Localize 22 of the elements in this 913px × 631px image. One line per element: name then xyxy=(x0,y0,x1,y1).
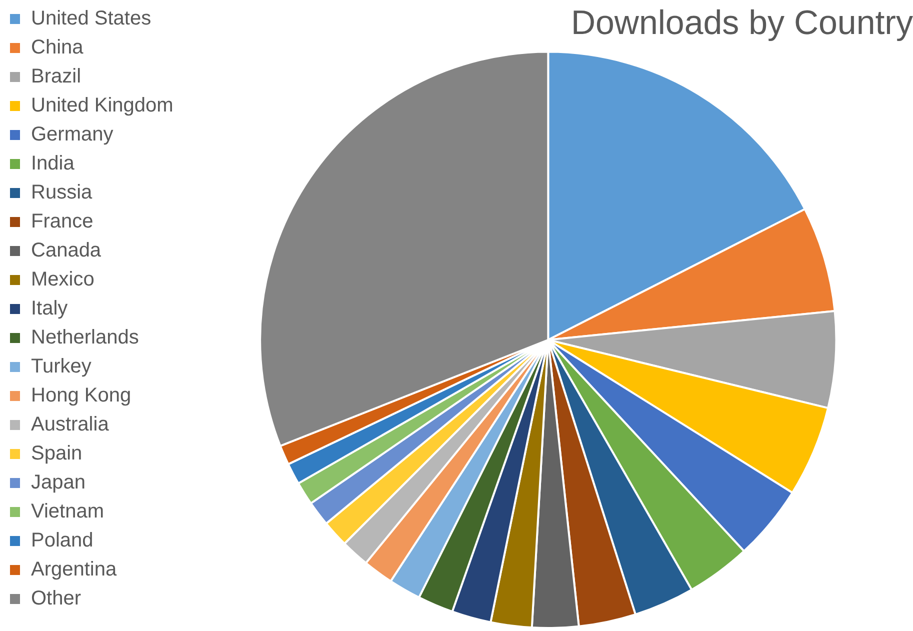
legend-label: Italy xyxy=(31,298,68,320)
legend-label: France xyxy=(31,210,94,233)
legend-label: Netherlands xyxy=(31,326,139,349)
legend-label: India xyxy=(31,152,76,175)
legend-label: United Kingdom xyxy=(31,94,174,117)
legend-label: China xyxy=(31,36,84,59)
legend-label: Mexico xyxy=(31,268,94,291)
legend-label: Turkey xyxy=(31,356,92,378)
legend-label: Spain xyxy=(31,442,82,465)
legend-label: Japan xyxy=(31,472,86,494)
legend-label: Other xyxy=(31,588,82,610)
legend-label: United States xyxy=(31,8,152,30)
chart-title: Downloads by Country xyxy=(570,4,913,42)
legend-label: Poland xyxy=(31,530,94,552)
legend-label: Hong Kong xyxy=(31,384,132,407)
legend-label: Argentina xyxy=(31,558,118,581)
legend-label: Germany xyxy=(31,124,114,146)
legend-label: Canada xyxy=(31,240,102,262)
legend-label: Vietnam xyxy=(31,500,104,523)
legend-label: Brazil xyxy=(31,66,82,88)
legend-label: Australia xyxy=(31,414,110,436)
legend-label: Russia xyxy=(31,182,94,204)
